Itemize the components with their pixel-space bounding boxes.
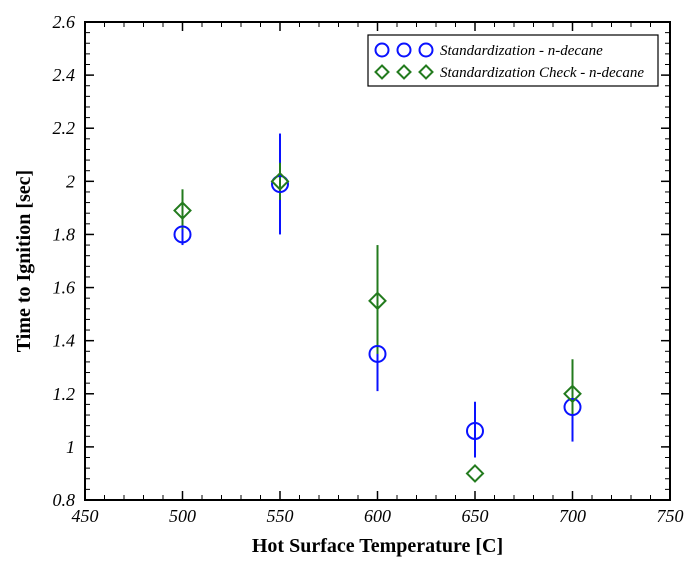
y-tick-label: 2.6 <box>53 12 76 32</box>
y-tick-label: 2.4 <box>53 65 76 85</box>
chart-container: 450 500 550 600 650 700 750 0.8 1 1.2 1.4 1.6 1.8 2 2.… <box>0 0 691 570</box>
y-tick-label: 0.8 <box>53 490 76 510</box>
legend-label: Standardization - n-decane <box>440 43 603 59</box>
y-axis-title: Time to Ignition [sec] <box>13 170 35 352</box>
x-tick-label: 450 <box>72 506 99 526</box>
legend: Standardization - n-decane Standardizatio… <box>368 35 658 86</box>
scatter-chart: 450 500 550 600 650 700 750 0.8 1 1.2 1.4 1.6 1.8 2 2.… <box>0 0 691 570</box>
y-tick-label: 1.6 <box>53 278 76 298</box>
x-axis-title: Hot Surface Temperature [C] <box>252 535 503 557</box>
x-tick-label: 700 <box>559 506 586 526</box>
x-tick-label: 750 <box>657 506 684 526</box>
x-tick-label: 550 <box>267 506 294 526</box>
y-tick-label: 1 <box>66 437 75 457</box>
y-tick-label: 1.8 <box>53 224 76 244</box>
x-tick-label: 500 <box>169 506 196 526</box>
y-tick-label: 2 <box>66 171 75 191</box>
y-tick-label: 1.4 <box>53 331 76 351</box>
legend-label: Standardization Check - n-decane <box>440 65 644 81</box>
x-tick-label: 650 <box>462 506 489 526</box>
y-tick-label: 1.2 <box>53 384 76 404</box>
y-tick-label: 2.2 <box>53 118 76 138</box>
x-tick-label: 600 <box>364 506 391 526</box>
